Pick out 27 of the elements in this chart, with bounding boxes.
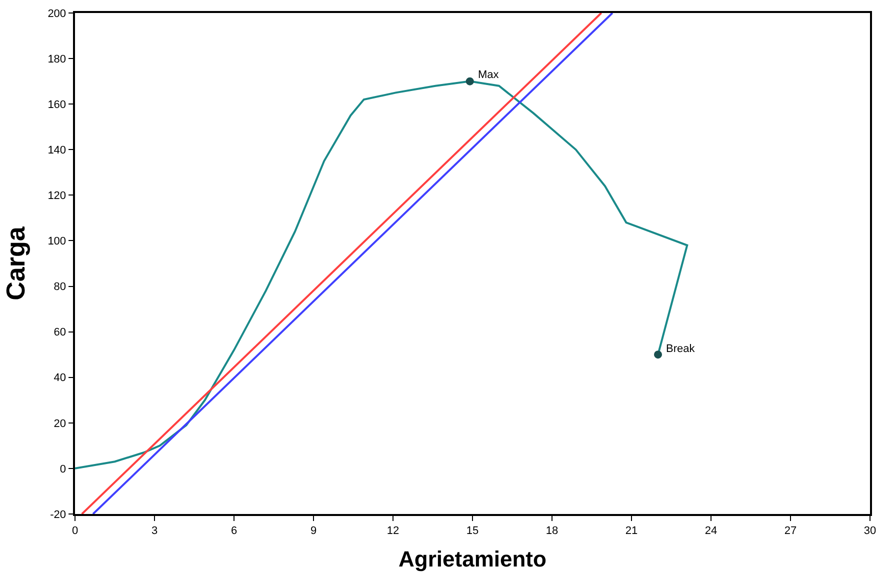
- y-tick-label: 120: [48, 190, 66, 202]
- y-tick-label: 0: [60, 463, 66, 476]
- y-tick-label: 60: [54, 326, 66, 339]
- y-tick-label: 160: [48, 98, 66, 111]
- annotation: Break: [666, 343, 696, 355]
- y-tick-label: 100: [48, 236, 66, 248]
- x-tick-label: 15: [466, 524, 479, 537]
- x-tick-label: 27: [784, 524, 797, 537]
- y-axis-title: Carga: [0, 226, 31, 300]
- y-tick-label: 180: [48, 53, 66, 66]
- y-tick-label: 140: [48, 144, 66, 156]
- x-tick-label: 12: [386, 524, 400, 537]
- x-tick-label: 24: [704, 524, 718, 537]
- x-tick-label: 3: [151, 524, 158, 537]
- x-tick-label: 18: [546, 524, 558, 537]
- y-tick-label: 80: [54, 281, 66, 294]
- y-tick-label: 40: [54, 372, 66, 384]
- y-tick-label: -20: [50, 508, 66, 521]
- x-tick-label: 6: [230, 524, 238, 537]
- x-axis-title: Agrietamiento: [398, 546, 546, 572]
- annotation: Max: [478, 69, 500, 81]
- y-tick-label: 200: [48, 8, 66, 20]
- x-tick-label: 21: [625, 524, 638, 537]
- y-tick-label: 20: [54, 418, 66, 430]
- x-tick-label: 0: [72, 524, 78, 537]
- x-tick-label: 30: [864, 524, 876, 537]
- x-tick-label: 9: [310, 524, 317, 537]
